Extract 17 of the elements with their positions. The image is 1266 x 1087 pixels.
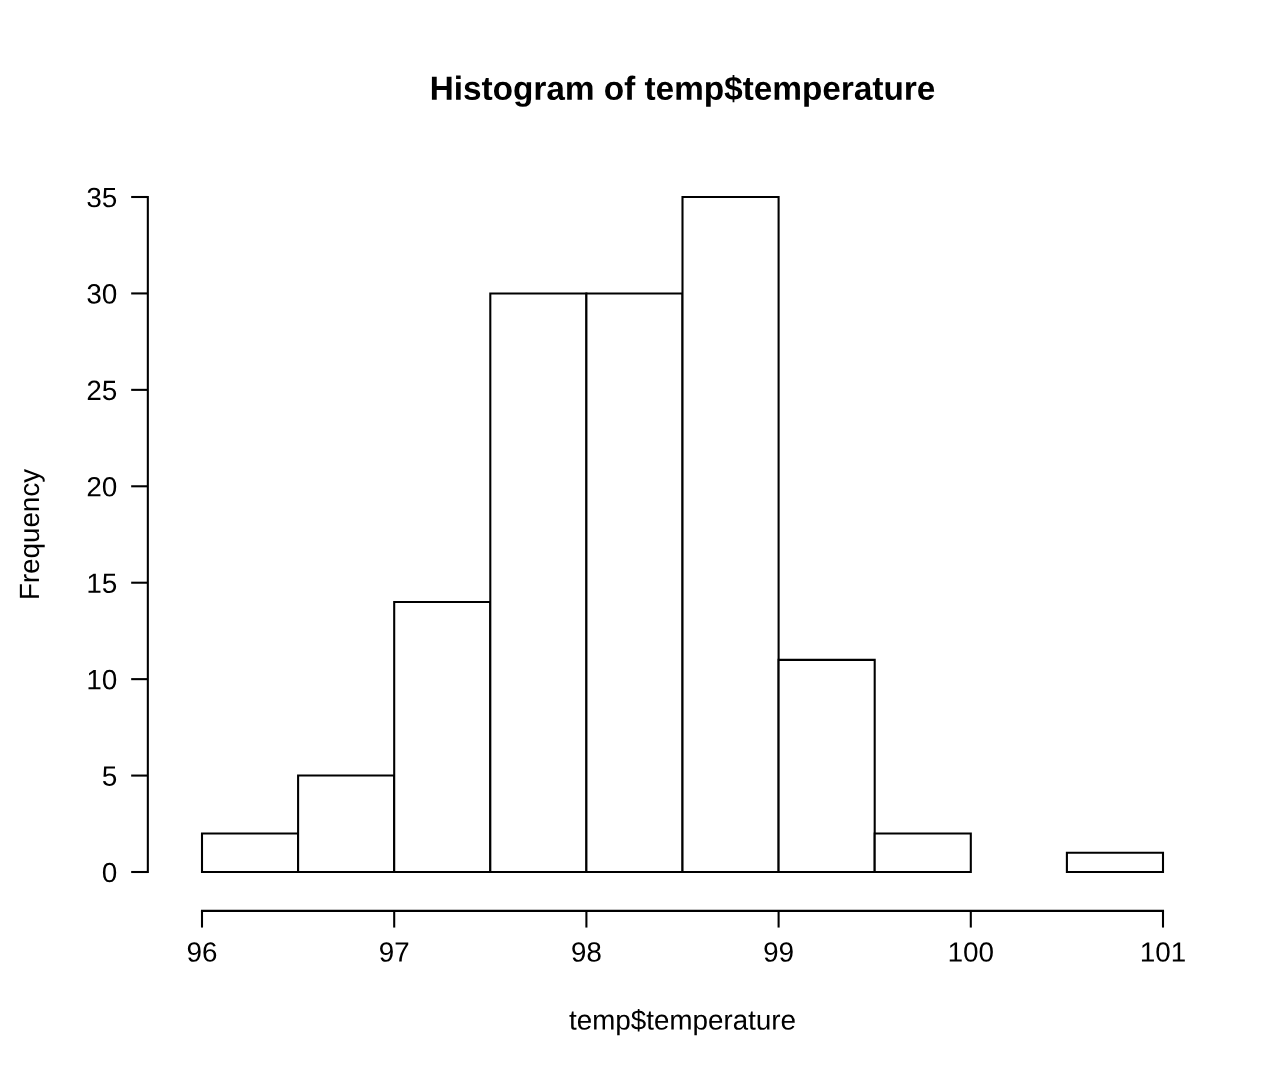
x-tick-label: 100 bbox=[949, 942, 993, 962]
y-tick-label: 35 bbox=[87, 187, 117, 208]
y-tick-label: 5 bbox=[102, 766, 117, 786]
chart-title: Histogram of temp$temperature bbox=[431, 75, 935, 107]
y-tick-label: 25 bbox=[87, 380, 117, 401]
y-tick-label: 20 bbox=[87, 476, 117, 497]
y-tick-label: 15 bbox=[88, 573, 117, 594]
x-axis-title: temp$temperature bbox=[569, 1009, 795, 1036]
y-tick-label: 10 bbox=[88, 669, 117, 690]
x-tick-label: 98 bbox=[572, 942, 601, 962]
y-tick-label: 30 bbox=[87, 284, 117, 304]
x-tick-label: 96 bbox=[187, 942, 217, 962]
y-tick-label: 0 bbox=[102, 862, 117, 883]
x-tick-label: 101 bbox=[1141, 942, 1185, 962]
y-axis-title: Frequency bbox=[19, 468, 45, 598]
x-tick-label: 97 bbox=[380, 942, 409, 962]
x-tick-label: 99 bbox=[764, 942, 793, 962]
